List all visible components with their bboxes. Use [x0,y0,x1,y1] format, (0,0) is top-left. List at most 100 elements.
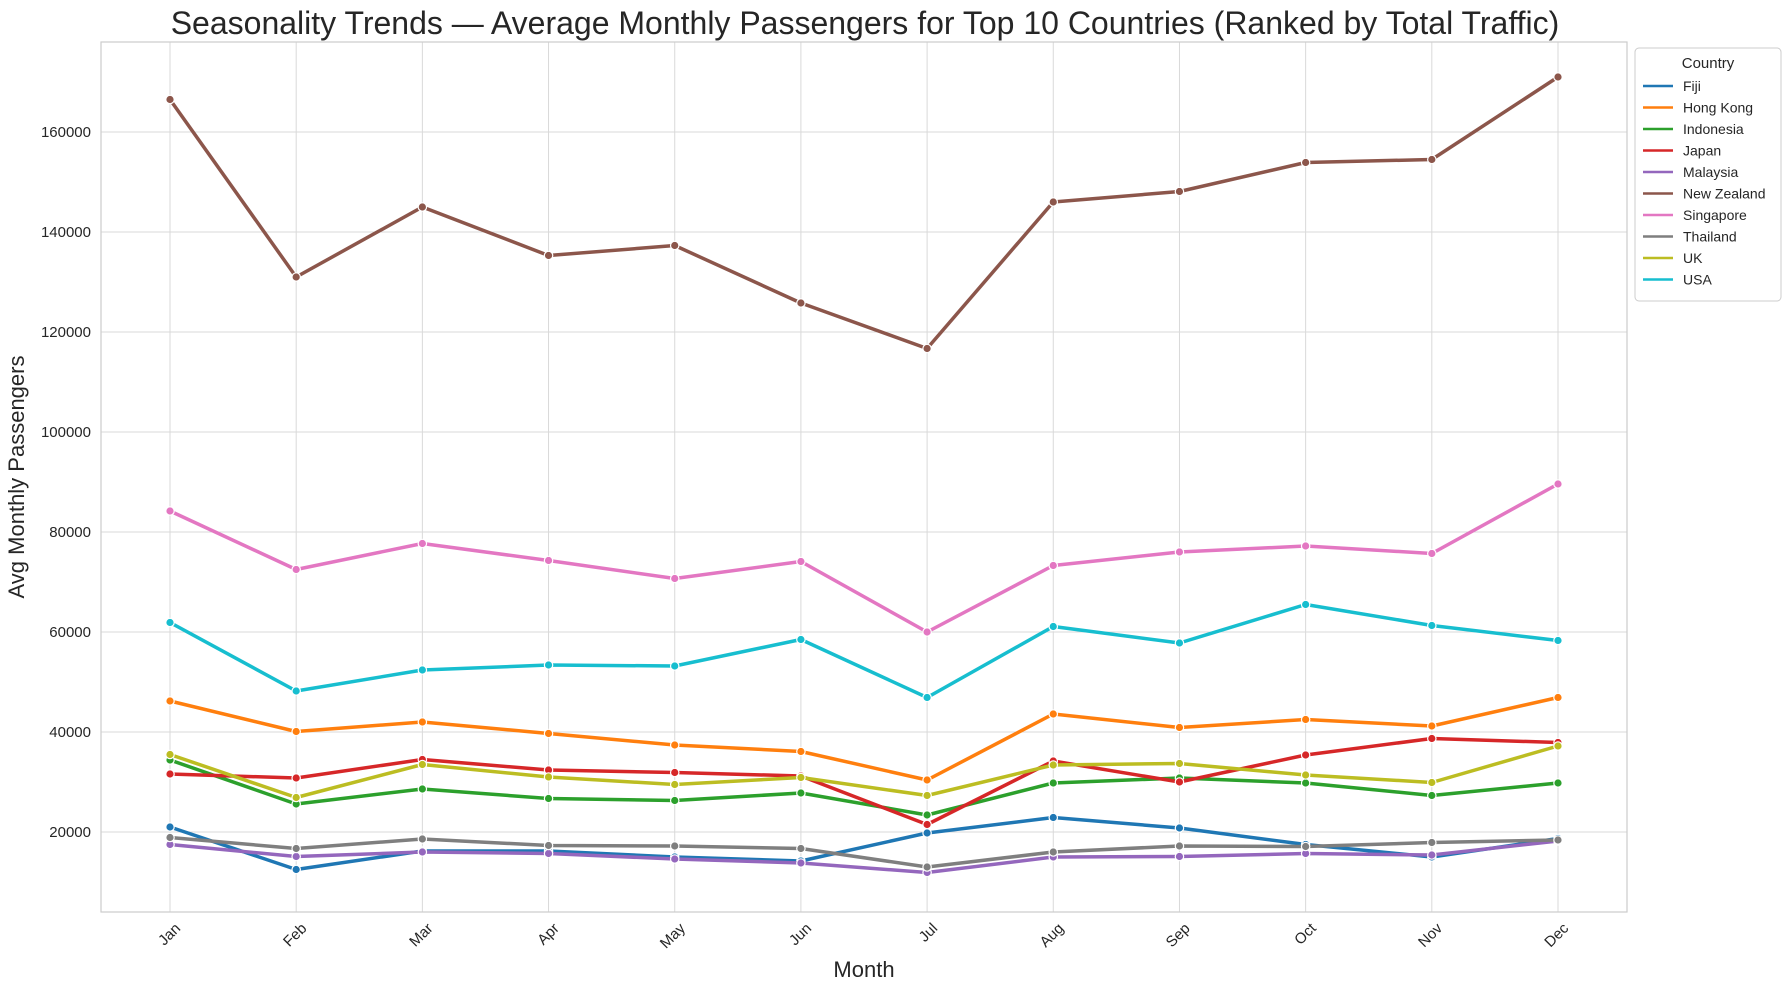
data-point [1174,823,1185,833]
x-tick-label: Feb [280,920,310,950]
data-point [417,847,428,857]
legend-item[interactable]: USA [1643,272,1712,288]
data-point [165,769,175,779]
y-axis-title: Avg Monthly Passengers [4,356,29,599]
data-point [1300,770,1311,780]
legend-item[interactable]: Indonesia [1643,121,1744,137]
legend-item[interactable]: UK [1643,250,1703,266]
data-point [1048,560,1059,571]
data-point [796,788,806,798]
legend[interactable]: Country Fiji Hong Kong Indonesia Japan Malay… [1634,47,1782,302]
data-point [669,779,680,790]
data-point [1300,714,1311,725]
data-point [1048,621,1059,632]
legend-item[interactable]: Thailand [1643,229,1737,245]
data-point [417,759,428,770]
data-point [543,772,554,782]
data-point [1427,790,1437,801]
x-tick-label: Jul [916,920,942,946]
data-point [165,617,175,628]
data-point [1174,777,1185,787]
data-point [165,94,175,105]
data-point [1174,547,1185,557]
x-tick-label: May [657,920,689,952]
legend-label: UK [1683,250,1703,266]
data-point [669,795,680,806]
data-point [1553,741,1563,751]
data-point [1553,778,1563,788]
data-point [1174,186,1185,197]
data-point [1553,835,1563,845]
data-point [165,822,175,832]
data-point [543,840,554,851]
data-point [796,556,806,567]
legend-label: Hong Kong [1683,100,1753,116]
data-point [1174,722,1185,733]
data-point [796,858,806,868]
data-point [291,726,301,737]
data-point [796,772,806,783]
legend-title: Country [1682,55,1735,72]
data-point [165,696,175,706]
y-tick-label: 80000 [49,524,91,541]
data-point [543,660,554,670]
data-point [1427,777,1437,788]
x-tick-label: Dec [1541,920,1572,951]
series-japan [165,733,1563,830]
y-tick-label: 20000 [49,824,91,841]
data-point [1427,721,1437,731]
data-point [1174,841,1185,851]
data-point [922,775,932,785]
data-point [417,834,428,844]
legend-item[interactable]: Japan [1643,143,1721,159]
y-tick-label: 120000 [41,324,91,341]
legend-label: Japan [1683,143,1721,159]
data-point [1300,599,1311,610]
x-tick-label: Sep [1163,920,1194,951]
data-point [417,784,428,794]
series-thailand [165,832,1563,872]
data-point [417,717,428,727]
data-point [1300,157,1311,168]
data-point [543,848,554,859]
data-point [669,854,680,864]
series-malaysia [165,836,1563,878]
data-point [1553,692,1563,703]
legend-item[interactable]: New Zealand [1643,186,1766,202]
series-uk [165,741,1563,803]
series-line [168,835,1560,869]
data-point [291,773,301,783]
data-point [796,843,806,854]
data-point [1048,778,1059,788]
series-line [168,602,1560,700]
legend-item[interactable]: Singapore [1643,207,1747,223]
series-line [168,839,1560,875]
data-point [543,728,554,739]
series-line [168,758,1560,817]
data-point [291,564,301,575]
series-line [168,736,1560,827]
data-point [291,864,301,875]
legend-item[interactable]: Hong Kong [1643,100,1753,116]
legend-item[interactable]: Malaysia [1643,164,1738,180]
data-point [1048,760,1059,770]
gridlines [101,42,1627,912]
data-point [165,832,175,843]
legend-label: Fiji [1683,78,1701,94]
legend-label: Singapore [1683,207,1747,223]
data-point [922,819,932,830]
y-tick-label: 160000 [41,124,91,141]
data-point [417,538,428,549]
x-tick-label: Mar [406,920,436,950]
data-point [291,686,301,696]
data-point [922,343,932,354]
data-point [669,767,680,778]
data-point [1048,197,1059,207]
data-point [922,862,932,872]
legend-item[interactable]: Fiji [1643,78,1701,94]
data-point [1553,479,1563,489]
data-point [291,843,301,854]
y-tick-label: 100000 [41,424,91,441]
data-point [1300,541,1311,551]
